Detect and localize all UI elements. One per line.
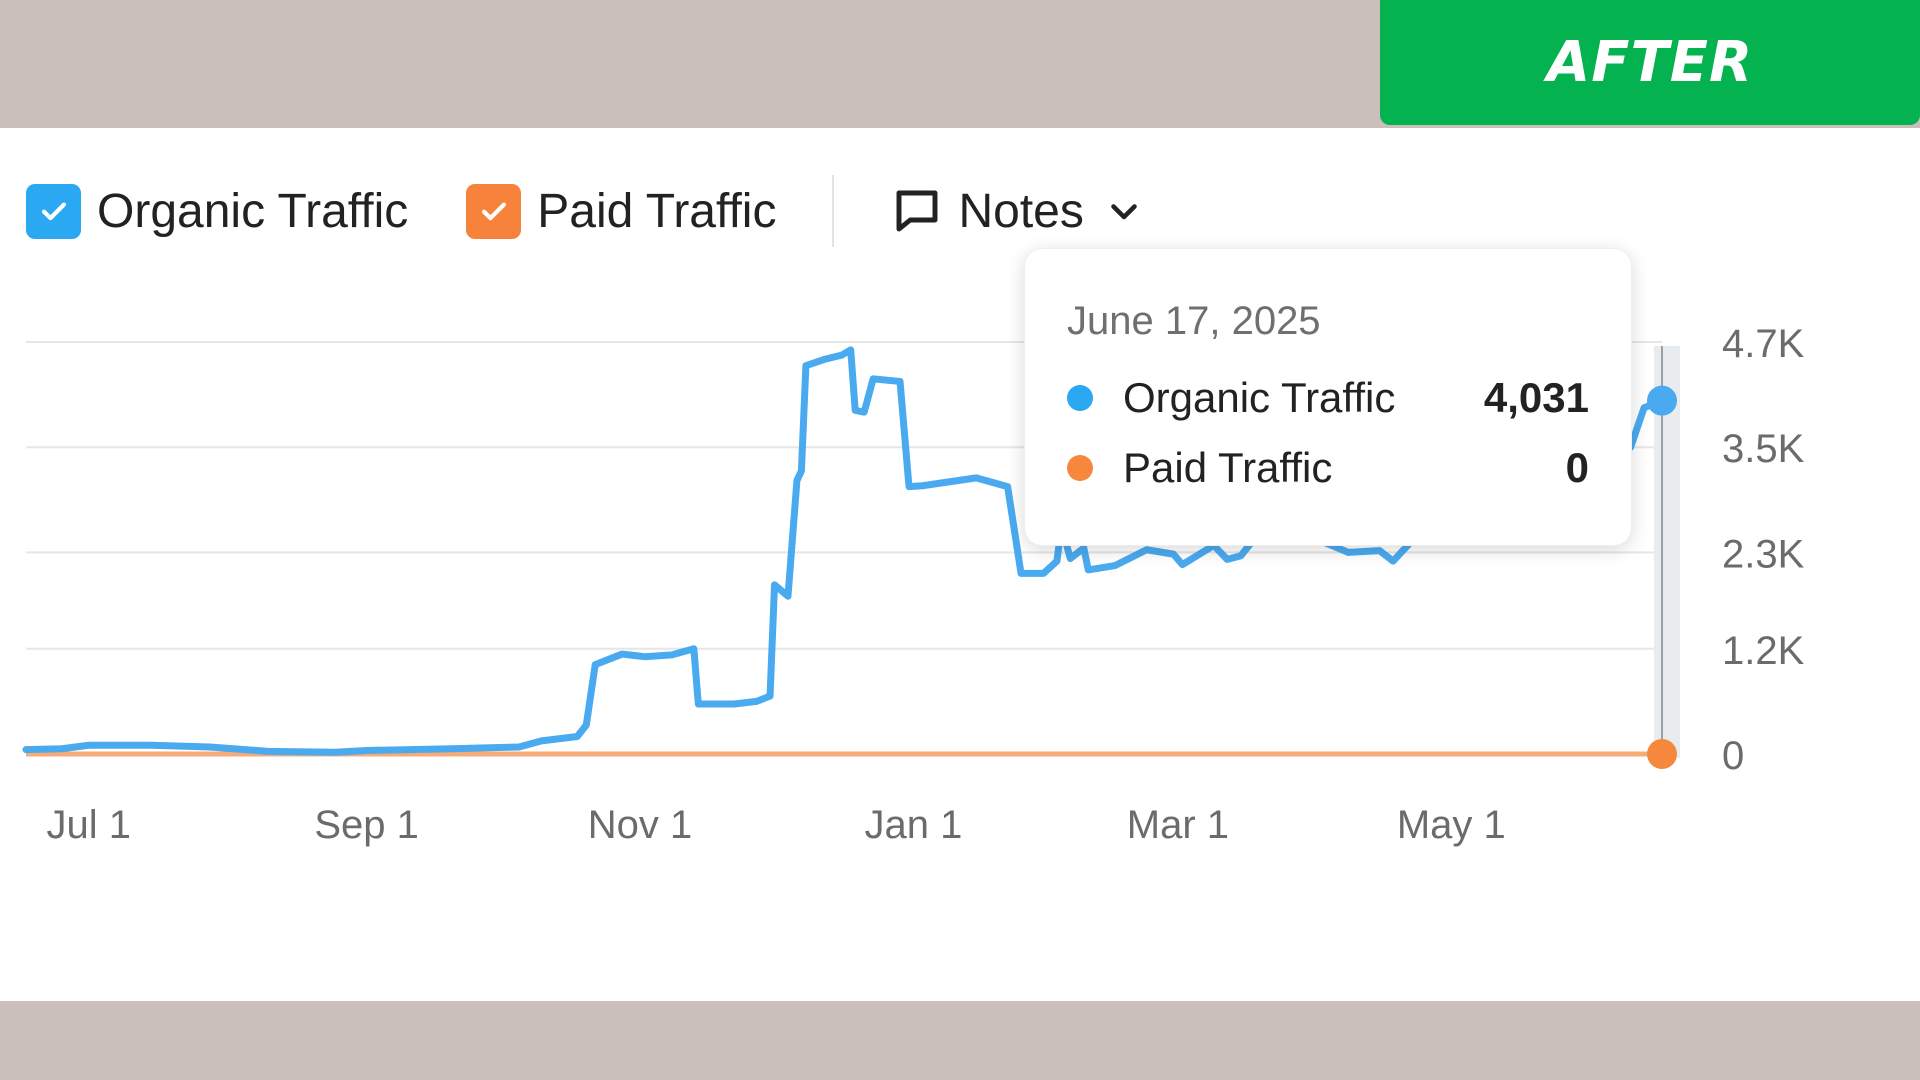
chevron-down-icon: [1111, 204, 1137, 220]
chart-legend: Organic Traffic Paid Traffic Notes: [26, 175, 1142, 247]
paid-traffic-label: Paid Traffic: [537, 184, 777, 238]
y-tick-label: 0: [1722, 734, 1744, 778]
after-badge: AFTER: [1380, 0, 1920, 125]
organic-traffic-label: Organic Traffic: [97, 184, 409, 238]
organic-checkbox-icon[interactable]: [26, 183, 81, 239]
legend-divider: [832, 175, 835, 247]
chart-panel: 4.7K 3.5K 2.3K 1.2K 0 Jul 1 Sep 1 Nov 1 Jan 1 Mar…: [0, 128, 1920, 1001]
x-tick-label: Nov 1: [588, 803, 693, 847]
tooltip-paid-name: Paid Traffic: [1123, 444, 1333, 491]
y-tick-label: 1.2K: [1722, 629, 1805, 673]
after-badge-label: AFTER: [1546, 30, 1754, 95]
x-tick-label: May 1: [1397, 803, 1506, 847]
y-tick-label: 4.7K: [1722, 322, 1805, 366]
comment-icon: [896, 190, 938, 232]
paid-point-marker[interactable]: [1647, 739, 1677, 769]
chart-tooltip: June 17, 2025 Organic Traffic 4,031 Paid…: [1024, 248, 1632, 546]
y-tick-label: 2.3K: [1722, 532, 1805, 576]
x-tick-label: Mar 1: [1127, 803, 1229, 847]
tooltip-row-organic: Organic Traffic 4,031: [1067, 374, 1589, 422]
paid-dot-icon: [1067, 455, 1093, 481]
x-tick-label: Jul 1: [47, 803, 132, 847]
tooltip-organic-name: Organic Traffic: [1123, 374, 1396, 421]
x-tick-label: Sep 1: [314, 803, 419, 847]
tooltip-paid-value: 0: [1565, 444, 1589, 491]
notes-label: Notes: [958, 184, 1084, 238]
y-tick-label: 3.5K: [1722, 427, 1805, 471]
organic-dot-icon: [1067, 385, 1093, 411]
paid-checkbox-icon[interactable]: [466, 183, 522, 239]
tooltip-row-paid: Paid Traffic 0: [1067, 444, 1589, 492]
notes-dropdown[interactable]: Notes: [890, 184, 1141, 239]
paid-traffic-toggle[interactable]: Paid Traffic: [466, 183, 777, 239]
organic-traffic-toggle[interactable]: Organic Traffic: [26, 183, 409, 239]
tooltip-organic-value: 4,031: [1483, 374, 1589, 421]
checkmark-icon: [41, 202, 66, 221]
checkmark-icon: [481, 202, 506, 221]
tooltip-date: June 17, 2025: [1067, 299, 1321, 343]
traffic-chart: 4.7K 3.5K 2.3K 1.2K 0 Jul 1 Sep 1 Nov 1 Jan 1 Mar…: [22, 322, 1805, 847]
organic-point-marker[interactable]: [1647, 385, 1677, 416]
x-tick-label: Jan 1: [865, 803, 963, 847]
